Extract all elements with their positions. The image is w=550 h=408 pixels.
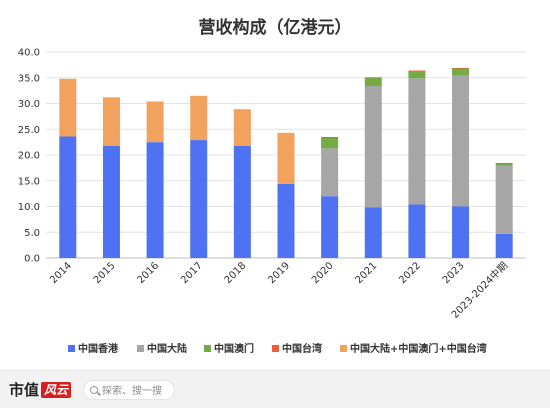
bar-segment bbox=[495, 163, 513, 166]
x-tick-label: 2018 bbox=[223, 260, 249, 286]
chart-title: 营收构成（亿港元） bbox=[199, 17, 352, 38]
bar-segment bbox=[102, 97, 120, 146]
bar-segment bbox=[364, 77, 382, 86]
bar-segment bbox=[233, 145, 251, 258]
bar-segment bbox=[190, 140, 208, 258]
bar-segment bbox=[495, 162, 513, 164]
bar-segment bbox=[59, 136, 77, 258]
legend-label: 中国澳门 bbox=[214, 342, 254, 355]
bar-segment bbox=[408, 204, 426, 258]
bar-segment bbox=[452, 75, 470, 207]
bar-segment bbox=[495, 165, 513, 234]
bar-segment bbox=[59, 78, 77, 137]
logo-badge: 风云 bbox=[41, 381, 72, 398]
chart: 营收构成（亿港元） 0.0 5.0 10.0 15.0 20.0 25.0 30.0 35.0… bbox=[18, 17, 526, 355]
bar-segment bbox=[408, 71, 426, 79]
legend-swatch bbox=[340, 345, 347, 352]
bar-segment bbox=[321, 148, 339, 197]
y-tick-label: 40.0 bbox=[18, 48, 40, 59]
bar-segment bbox=[452, 68, 470, 76]
x-tick-label: 2022 bbox=[397, 260, 423, 286]
x-tick-label: 2014 bbox=[48, 260, 74, 286]
legend-swatch bbox=[204, 345, 211, 352]
bar-segment bbox=[146, 101, 164, 143]
bar-segment bbox=[364, 85, 382, 208]
x-tick-label: 2017 bbox=[179, 260, 205, 286]
bar-segment bbox=[277, 183, 295, 258]
bar-segment bbox=[495, 233, 513, 258]
x-tick-label: 2020 bbox=[310, 260, 336, 286]
x-tick-label: 2023 bbox=[441, 260, 467, 286]
brand-logo[interactable]: 市值 风云 bbox=[9, 379, 72, 400]
legend-label: 中国香港 bbox=[78, 342, 119, 355]
x-tick-label: 2021 bbox=[354, 260, 380, 286]
bar-segment bbox=[408, 70, 426, 72]
search-icon: 搜 bbox=[90, 385, 99, 394]
bar-segment bbox=[364, 77, 382, 78]
y-tick-label: 30.0 bbox=[18, 99, 40, 110]
bar-segment bbox=[190, 95, 208, 141]
search-placeholder: 探索、搜一搜 bbox=[102, 386, 163, 397]
search-input[interactable]: 搜 探索、搜一搜 bbox=[83, 379, 176, 400]
legend-label: 中国大陆 bbox=[147, 342, 187, 355]
legend-swatch bbox=[68, 345, 75, 352]
logo-text: 市值 bbox=[9, 381, 40, 399]
legend-label: 中国台湾 bbox=[282, 342, 322, 355]
y-tick-label: 25.0 bbox=[18, 125, 40, 136]
bar-segment bbox=[321, 138, 339, 149]
bar-segment bbox=[321, 196, 339, 258]
bar-segment bbox=[102, 145, 120, 258]
bar-segment bbox=[364, 207, 382, 258]
y-tick-label: 20.0 bbox=[18, 151, 40, 162]
y-tick-label: 35.0 bbox=[18, 73, 40, 84]
legend-label: 中国大陆+中国澳门+中国台湾 bbox=[350, 342, 487, 355]
y-tick-label: 15.0 bbox=[18, 176, 40, 187]
x-tick-label: 2019 bbox=[266, 260, 292, 286]
bar-segment bbox=[321, 136, 339, 139]
bar-segment bbox=[277, 132, 295, 184]
bar-segment bbox=[408, 78, 426, 205]
legend-swatch bbox=[272, 345, 279, 352]
x-tick-label: 2015 bbox=[92, 260, 118, 286]
y-tick-label: 5.0 bbox=[24, 228, 40, 239]
legend-swatch bbox=[137, 345, 144, 352]
bar-segment bbox=[146, 142, 164, 258]
bar-segment bbox=[233, 109, 251, 146]
x-tick-label: 2016 bbox=[135, 260, 161, 286]
bar-segment bbox=[452, 67, 470, 69]
y-tick-label: 10.0 bbox=[18, 202, 40, 213]
footer-bar: 市值 风云 搜 探索、搜一搜 bbox=[0, 370, 550, 408]
bar-segment bbox=[452, 206, 470, 258]
y-tick-label: 0.0 bbox=[24, 254, 40, 265]
